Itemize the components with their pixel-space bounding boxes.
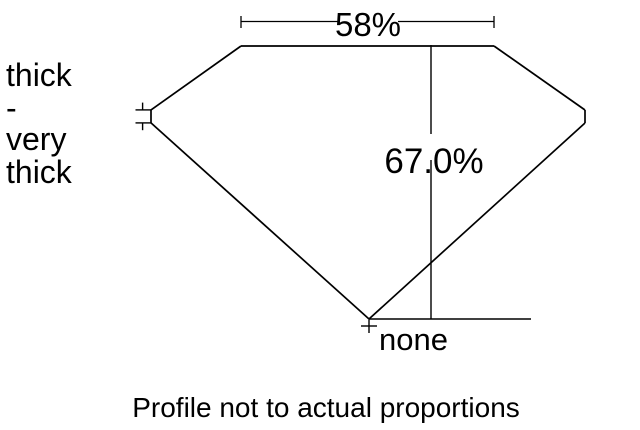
svg-text:67.0%: 67.0% [384,142,483,181]
svg-text:58%: 58% [335,6,401,43]
svg-text:none: none [379,322,448,357]
svg-text:Profile not to actual proporti: Profile not to actual proportions [132,392,520,423]
svg-text:thick: thick [6,57,73,93]
svg-text:very: very [6,121,66,157]
svg-text:thick: thick [6,154,73,190]
